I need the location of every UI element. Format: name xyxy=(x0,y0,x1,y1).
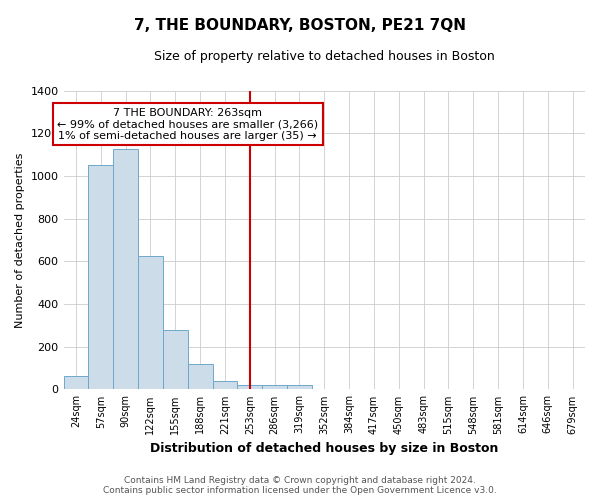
Text: 7, THE BOUNDARY, BOSTON, PE21 7QN: 7, THE BOUNDARY, BOSTON, PE21 7QN xyxy=(134,18,466,32)
Bar xyxy=(138,256,163,390)
Bar xyxy=(212,381,238,390)
Bar xyxy=(88,166,113,390)
X-axis label: Distribution of detached houses by size in Boston: Distribution of detached houses by size … xyxy=(150,442,499,455)
Bar xyxy=(287,385,312,390)
Bar xyxy=(64,376,88,390)
Text: Contains HM Land Registry data © Crown copyright and database right 2024.
Contai: Contains HM Land Registry data © Crown c… xyxy=(103,476,497,495)
Bar xyxy=(113,150,138,390)
Bar xyxy=(188,364,212,390)
Bar xyxy=(262,384,287,390)
Title: Size of property relative to detached houses in Boston: Size of property relative to detached ho… xyxy=(154,50,494,63)
Bar xyxy=(163,330,188,390)
Y-axis label: Number of detached properties: Number of detached properties xyxy=(15,152,25,328)
Bar xyxy=(238,384,262,390)
Text: 7 THE BOUNDARY: 263sqm
← 99% of detached houses are smaller (3,266)
1% of semi-d: 7 THE BOUNDARY: 263sqm ← 99% of detached… xyxy=(57,108,318,141)
